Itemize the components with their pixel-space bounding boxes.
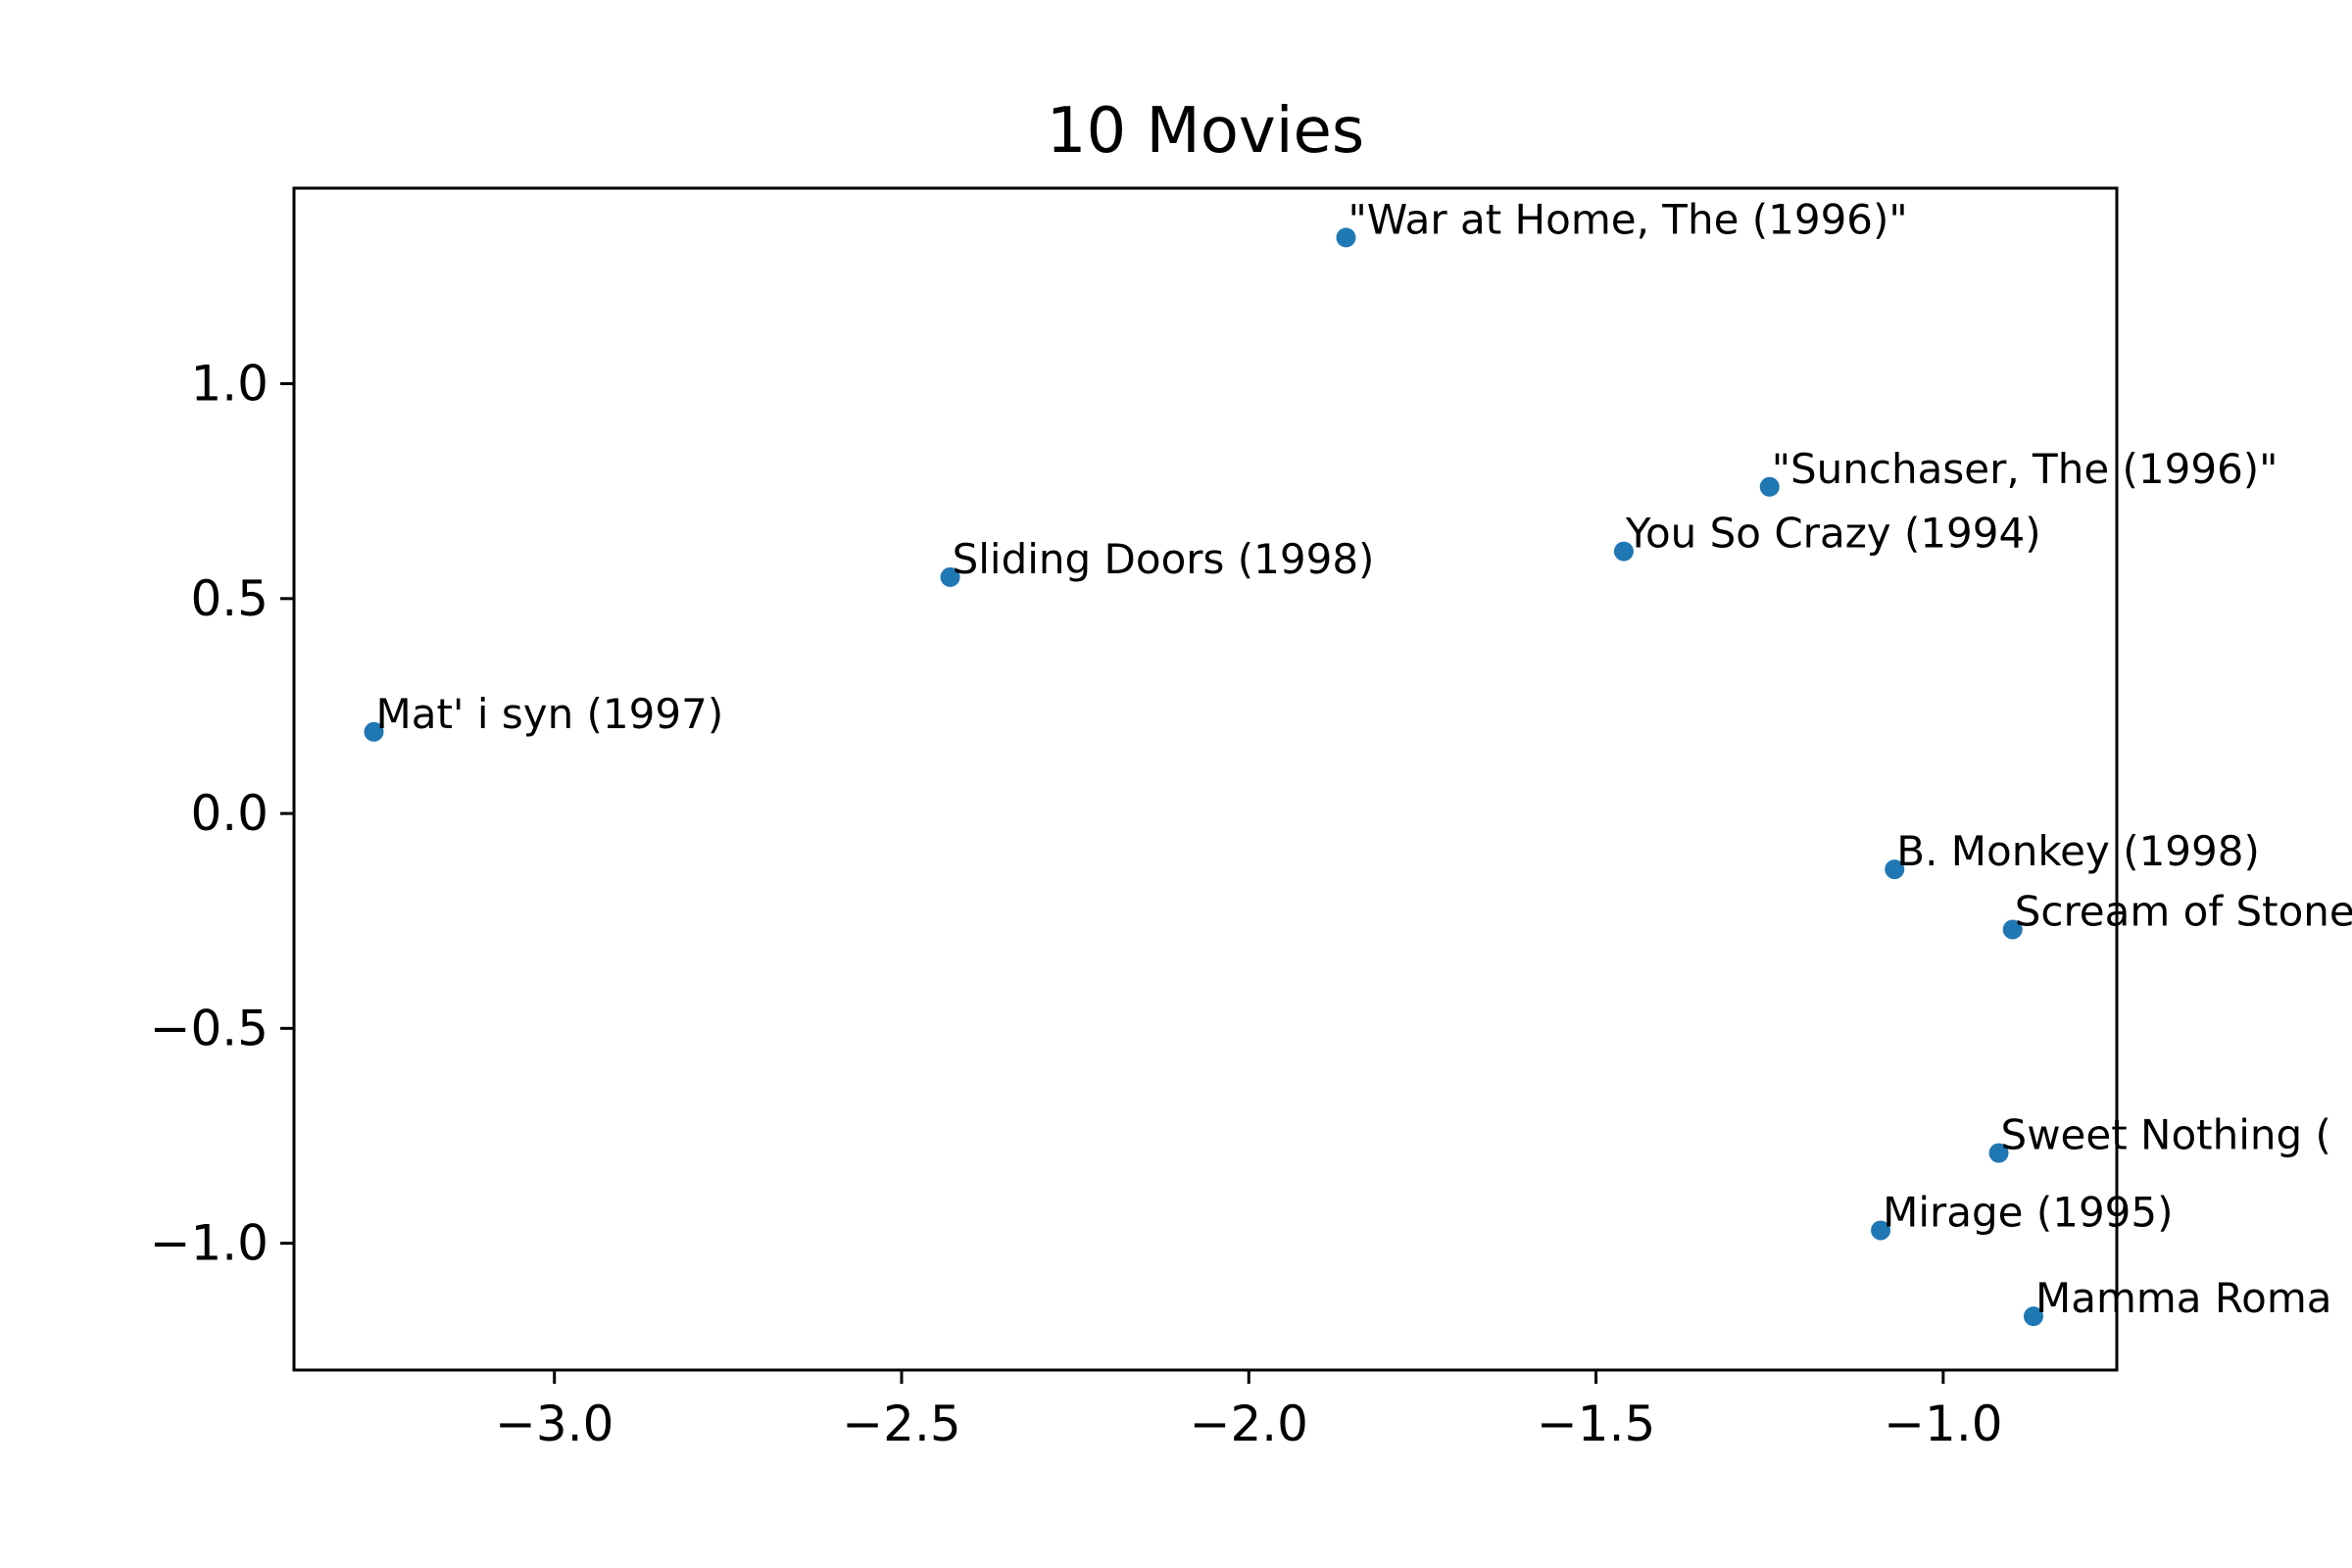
data-point — [940, 566, 960, 587]
x-tick-label: −3.0 — [495, 1396, 613, 1452]
data-point — [1885, 859, 1905, 880]
x-tick-label: −1.5 — [1537, 1396, 1655, 1452]
data-point — [2023, 1306, 2043, 1327]
data-point — [1759, 476, 1780, 497]
data-point — [1336, 227, 1356, 248]
point-label: B. Monkey (1998) — [1896, 827, 2260, 875]
point-label: Scream of Stone — [2015, 887, 2352, 935]
point-label: "Sunchaser, The (1996)" — [1772, 445, 2278, 493]
point-label: "War at Home, The (1996)" — [1348, 195, 1907, 243]
point-label: Mirage (1995) — [1883, 1188, 2173, 1236]
data-points: "War at Home, The (1996)" "Sunchaser, The… — [364, 195, 2352, 1327]
data-point — [2002, 919, 2023, 940]
data-point — [364, 721, 384, 742]
data-point — [1988, 1143, 2009, 1163]
point-label: Sliding Doors (1998) — [953, 535, 1375, 583]
plot-frame — [292, 186, 2119, 1372]
x-tick-label: −2.0 — [1190, 1396, 1308, 1452]
y-tick-label: 1.0 — [190, 356, 269, 413]
x-tick-label: −1.0 — [1884, 1396, 2002, 1452]
x-tick-label: −2.5 — [842, 1396, 960, 1452]
point-label: You So Crazy (1994) — [1625, 510, 2041, 558]
data-point — [1871, 1220, 1891, 1241]
y-tick-label: −0.5 — [150, 1000, 269, 1056]
chart-title: 10 Movies — [1047, 95, 1365, 168]
point-label: Sweet Nothing ( — [2001, 1111, 2331, 1159]
data-point — [1613, 541, 1634, 562]
axis-ticks: −3.0 −2.5 −2.0 −1.5 −1.0 1.0 0.5 0.0 −0.5 −1.0 — [150, 356, 2003, 1452]
point-label: Mamma Roma — [2035, 1274, 2332, 1322]
y-tick-label: 0.0 — [190, 785, 269, 842]
y-tick-label: 0.5 — [190, 570, 269, 627]
y-tick-label: −1.0 — [150, 1215, 269, 1272]
point-label: Mat' i syn (1997) — [375, 690, 723, 738]
